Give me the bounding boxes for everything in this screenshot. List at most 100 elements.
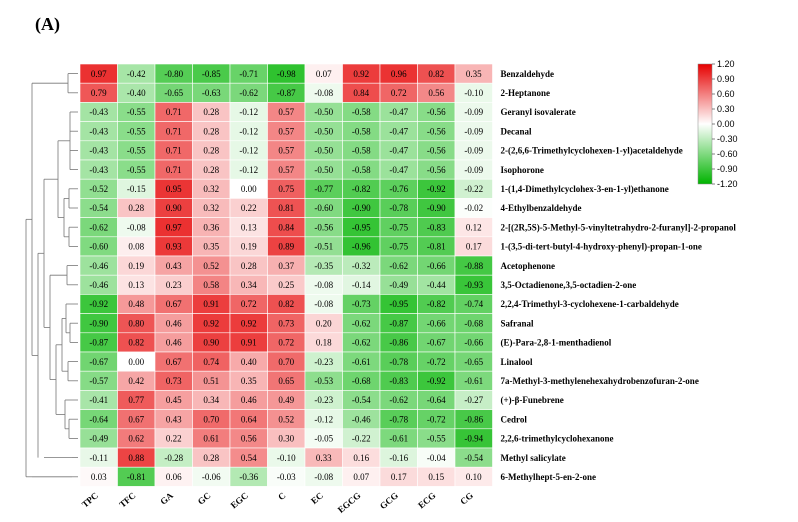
cell-value-label: 0.72 (391, 88, 407, 98)
cell-value-label: 0.52 (203, 261, 219, 271)
cell-value-label: -0.63 (202, 88, 221, 98)
cell-value-label: -0.12 (239, 107, 258, 117)
cell-value-label: -0.53 (314, 376, 333, 386)
cell-value-label: -0.43 (89, 146, 108, 156)
cell-value-label: -0.80 (164, 69, 183, 79)
cell-value-label: -0.46 (352, 414, 371, 424)
colorbar-tick-label: 0.60 (717, 89, 735, 99)
cell-value-label: 0.22 (166, 434, 182, 444)
cell-value-label: 0.96 (391, 69, 407, 79)
cell-value-label: -0.58 (352, 126, 371, 136)
cell-value-label: -0.56 (427, 126, 446, 136)
cell-value-label: -0.83 (389, 376, 408, 386)
row-label: 2,2,4-Trimethyl-3-cyclohexene-1-carbalde… (501, 299, 679, 309)
cell-value-label: 0.72 (278, 338, 294, 348)
cell-value-label: -0.81 (427, 242, 446, 252)
cell-value-label: 0.89 (278, 242, 294, 252)
cell-value-label: 0.13 (128, 280, 144, 290)
row-label: Methyl salicylate (501, 453, 566, 463)
cell-value-label: -0.98 (277, 69, 296, 79)
cell-value-label: -0.71 (239, 69, 258, 79)
cell-value-label: -0.51 (314, 242, 333, 252)
cell-value-label: -0.09 (464, 165, 483, 175)
cell-value-label: -0.35 (314, 261, 333, 271)
row-label: 7a-Methyl-3-methylenehexahydrobenzofuran… (501, 376, 699, 386)
cell-value-label: -0.62 (352, 338, 371, 348)
row-label: Safranal (501, 318, 535, 328)
cell-value-label: 0.52 (278, 414, 294, 424)
colorbar-tick-label: -1.20 (717, 179, 738, 189)
cell-value-label: -0.86 (464, 414, 483, 424)
cell-value-label: -0.22 (352, 434, 371, 444)
cell-value-label: -0.92 (427, 376, 446, 386)
cell-value-label: -0.55 (127, 126, 146, 136)
cell-value-label: -0.28 (164, 453, 183, 463)
cell-value-label: 0.91 (241, 338, 257, 348)
cell-value-label: -0.62 (352, 318, 371, 328)
row-label: 4-Ethylbenzaldehyde (501, 203, 582, 213)
cell-value-label: 0.90 (166, 203, 182, 213)
cell-value-label: 0.32 (203, 184, 219, 194)
row-label: 6-Methylhept-5-en-2-one (501, 472, 596, 482)
row-dendrogram (25, 73, 78, 478)
cell-value-label: -0.94 (464, 434, 483, 444)
row-label: Geranyl isovalerate (501, 107, 576, 117)
cell-value-label: 0.97 (91, 69, 107, 79)
cell-value-label: 0.28 (203, 165, 219, 175)
cell-value-label: 0.22 (241, 203, 257, 213)
cell-value-label: -0.23 (314, 357, 333, 367)
cell-value-label: 0.35 (241, 376, 257, 386)
colorbar-tick-label: -0.90 (717, 164, 738, 174)
cell-value-label: -0.90 (427, 203, 446, 213)
cell-value-label: 0.42 (128, 376, 144, 386)
cell-value-label: 0.32 (203, 203, 219, 213)
cell-value-label: -0.12 (314, 414, 333, 424)
cell-value-label: -0.23 (314, 395, 333, 405)
cell-value-label: -0.61 (352, 357, 371, 367)
column-label: EGCG (336, 490, 363, 515)
cell-value-label: -0.87 (389, 318, 408, 328)
cell-value-label: 0.28 (128, 203, 144, 213)
cell-value-label: -0.90 (89, 318, 108, 328)
cell-value-label: -0.82 (352, 184, 371, 194)
cell-value-label: -0.87 (89, 338, 108, 348)
cell-value-label: -0.55 (127, 146, 146, 156)
cell-value-label: 0.23 (166, 280, 182, 290)
cell-value-label: -0.82 (427, 299, 446, 309)
cell-value-label: 0.92 (241, 318, 257, 328)
cell-value-label: 0.70 (278, 357, 294, 367)
cell-value-label: 0.65 (278, 376, 294, 386)
cell-value-label: -0.12 (239, 165, 258, 175)
colorbar-gradient (697, 63, 713, 185)
cell-value-label: 0.06 (166, 472, 182, 482)
cell-value-label: 0.54 (241, 453, 257, 463)
cell-value-label: 0.97 (166, 222, 182, 232)
cell-value-label: 0.46 (166, 318, 182, 328)
cell-value-label: -0.44 (427, 280, 446, 290)
cell-value-label: 0.84 (278, 222, 294, 232)
cell-value-label: 0.56 (241, 434, 257, 444)
cell-value-label: -0.78 (389, 203, 408, 213)
cell-value-label: -0.04 (427, 453, 446, 463)
cell-value-label: -0.61 (464, 376, 483, 386)
cell-value-label: -0.52 (89, 184, 108, 194)
cell-value-label: -0.14 (352, 280, 371, 290)
cell-value-label: -0.60 (314, 203, 333, 213)
cell-value-label: -0.47 (389, 146, 408, 156)
cell-value-label: -0.54 (89, 203, 108, 213)
cell-value-label: 0.18 (316, 338, 332, 348)
cell-value-label: 0.64 (241, 414, 257, 424)
cell-value-label: 0.28 (203, 107, 219, 117)
cell-value-label: 0.80 (128, 318, 144, 328)
cell-value-label: 0.19 (128, 261, 144, 271)
row-label: Acetophenone (501, 261, 556, 271)
cell-value-label: 0.57 (278, 165, 294, 175)
cell-value-label: -0.58 (352, 107, 371, 117)
colorbar-tick-label: 0.90 (717, 74, 735, 84)
cell-value-label: 0.51 (203, 376, 219, 386)
cell-value-label: 0.15 (428, 472, 444, 482)
cell-value-label: -0.72 (427, 414, 446, 424)
cell-value-label: 0.75 (278, 184, 294, 194)
cell-value-label: -0.61 (389, 434, 408, 444)
